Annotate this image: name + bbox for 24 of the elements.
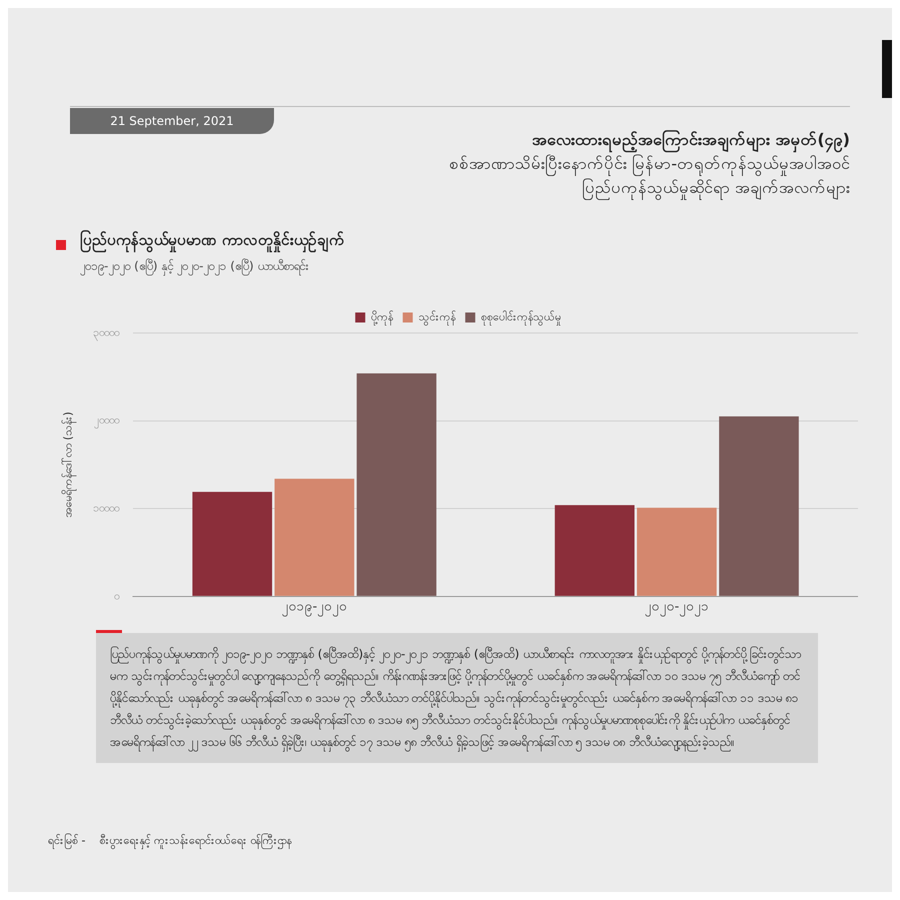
legend-label: သွင်းကုန် bbox=[418, 310, 456, 326]
chart-title: ပြည်ပကုန်သွယ်မှုပမာဏ ကာလတူနှိုင်းယှဉ်ချက် bbox=[80, 230, 344, 252]
bar bbox=[554, 505, 634, 596]
text: ပြည်ပကုန်သွယ်မှုပမာဏကို ၂၀၁၉-၂၀၂၀ ဘဏ္ဍာနှစ် (ဧပြီအထိ)နှင့် ၂၀၂၀-၂၀၂၁ ဘဏ္ဍာနှစ် (ဧပြီအထိ) ယာယီစာရင်း ကာလတူအား နှိုင်းယှဉ်ရာတွင် ပို့ကုန်တင်ပို့ခြင်းတွင်သာမက သွင်းကုန်တင်သွင်းမှုတွင်ပါ လျော့ကျနေသည်ကို တွေ့ရှိရသည်။ ကိန်းဂဏန်းအားဖြင့် ပို့ကုန်တင်ပို့မှုတွင် ယခင်နှစ်က အမေရိကန်ဒေါ်လာ ၁၀ ဒသမ ၇၅ ဘီလီယံကျော် တင်ပို့နိုင်သော်လည်း ယခုနှစ်တွင် အမေရိကန်ဒေါ်လာ ၈ ဒသမ ၇၃ ဘီလီယံသာ တင်ပို့နိုင်ပါသည်။ သွင်းကုန်တင်သွင်းမှုတွင်လည်း ယခင်နှစ်က အမေရိကန်ဒေါ်လာ ၁၁ ဒသမ ၈၁ ဘီလီယံ တင်သွင်းခဲ့သော်လည်း ယခုနှစ်တွင် အမေရိကန်ဒေါ်လာ ၈ ဒသမ ၈၅ ဘီလီယံသာ တင်သွင်းနိုင်ပါသည်။ ကုန်သွယ်မှုပမာဏစုစုပေါင်းကို နှိုင်းယှဉ်ပါက ယခင်နှစ်တွင် အမေရိကန်ဒေါ်လာ ၂၂ ဒသမ ၆၆ ဘီလီယံ ရှိခဲ့ပြီး၊ ယခုနှစ်တွင် ၁၇ ဒသမ ၅၈ ဘီလီယံ ရှိခဲ့သဖြင့် အမေရိကန်ဒေါ်လာ ၅ ဒသမ ၀၈ ဘီလီယံလျော့နည်းခဲ့သည်။ bbox=[96, 633, 818, 763]
text: အလေးထားရမည့်အကြောင်းအချက်များ အမှတ်(၄၉) bbox=[530, 129, 850, 152]
y-tick-label: ၁၀၀၀၀ bbox=[93, 501, 120, 514]
bar bbox=[356, 373, 436, 596]
y-axis-title: အမေရိကန်ဒေါ်လာ (သန်း) bbox=[61, 412, 76, 518]
legend-label: စုစုပေါင်းကုန်သွယ်မှု bbox=[480, 310, 561, 326]
text: စစ်အာဏာသိမ်းပြီးနောက်ပိုင်း မြန်မာ-တရုတ်ကုန်သွယ်မှုအပါအဝင် bbox=[449, 153, 850, 176]
chart-subtitle: ၂၀၁၉-၂၀၂၀ (ဧပြီ) နှင့် ၂၀၂၀-၂၀၂၁ (ဧပြီ) ယာယီစာရင်း bbox=[80, 258, 310, 276]
text: 21 September, 2021 bbox=[70, 108, 274, 134]
y-tick-label: ၃၀၀၀၀ bbox=[93, 326, 120, 341]
bar bbox=[636, 508, 717, 596]
x-tick-label: ၂၀၂၀-၂၀၂၁ bbox=[644, 600, 710, 617]
text: ရင်းမြစ် - စီးပွားရေးနှင့် ကူးသန်းရောင်းဝယ်ရေး ဝန်ကြီးဌာန bbox=[48, 833, 292, 849]
legend-label: ပို့ကုန် bbox=[370, 310, 393, 326]
y-tick-label: ၂၀၀၀၀ bbox=[94, 414, 120, 429]
bar bbox=[719, 416, 799, 596]
bar bbox=[274, 478, 354, 596]
x-tick-label: ၂၀၁၉-၂၀၂၀ bbox=[282, 600, 348, 617]
bar bbox=[192, 492, 272, 596]
text: ပြည်ပကုန်သွယ်မှုဆိုင်ရာ အချက်အလက်များ bbox=[580, 177, 850, 200]
y-tick-label: ၀ bbox=[114, 589, 120, 602]
